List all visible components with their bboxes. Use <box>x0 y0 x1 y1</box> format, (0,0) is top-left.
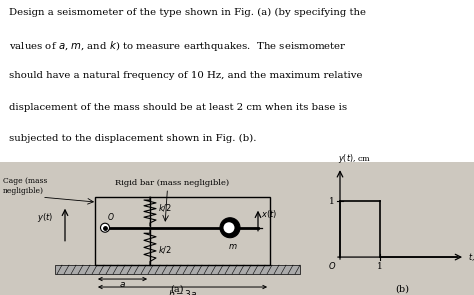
Text: $y(t)$, cm: $y(t)$, cm <box>338 152 371 165</box>
Text: $a$: $a$ <box>119 280 126 289</box>
Text: $b = 3a$: $b = 3a$ <box>168 288 197 295</box>
Text: (b): (b) <box>395 285 410 294</box>
Text: $O$: $O$ <box>107 211 115 222</box>
Text: values of $a$, $m$, and $k$) to measure earthquakes.  The seismometer: values of $a$, $m$, and $k$) to measure … <box>9 40 347 53</box>
Text: (a): (a) <box>171 285 184 294</box>
Text: should have a natural frequency of 10 Hz, and the maximum relative: should have a natural frequency of 10 Hz… <box>9 71 363 80</box>
Text: Design a seismometer of the type shown in Fig. (a) (by specifying the: Design a seismometer of the type shown i… <box>9 8 366 17</box>
Text: Rigid bar (mass negligible): Rigid bar (mass negligible) <box>116 179 229 187</box>
Circle shape <box>224 222 235 233</box>
Text: $k/2$: $k/2$ <box>158 202 172 213</box>
Text: $t$, sec: $t$, sec <box>468 251 474 263</box>
Text: Cage (mass
negligible): Cage (mass negligible) <box>3 177 47 195</box>
Text: $O$: $O$ <box>328 260 336 271</box>
Text: 1: 1 <box>329 197 335 206</box>
Text: $y(t)$: $y(t)$ <box>37 211 53 224</box>
Text: $k/2$: $k/2$ <box>158 244 172 255</box>
Text: subjected to the displacement shown in Fig. (b).: subjected to the displacement shown in F… <box>9 135 257 143</box>
Circle shape <box>220 218 240 238</box>
Bar <box>95 197 270 265</box>
Bar <box>55 265 300 274</box>
Text: $m$: $m$ <box>228 242 238 251</box>
Text: displacement of the mass should be at least 2 cm when its base is: displacement of the mass should be at le… <box>9 103 347 112</box>
Circle shape <box>100 223 109 232</box>
Text: $x(t)$: $x(t)$ <box>261 208 277 220</box>
Text: 1: 1 <box>377 262 383 271</box>
